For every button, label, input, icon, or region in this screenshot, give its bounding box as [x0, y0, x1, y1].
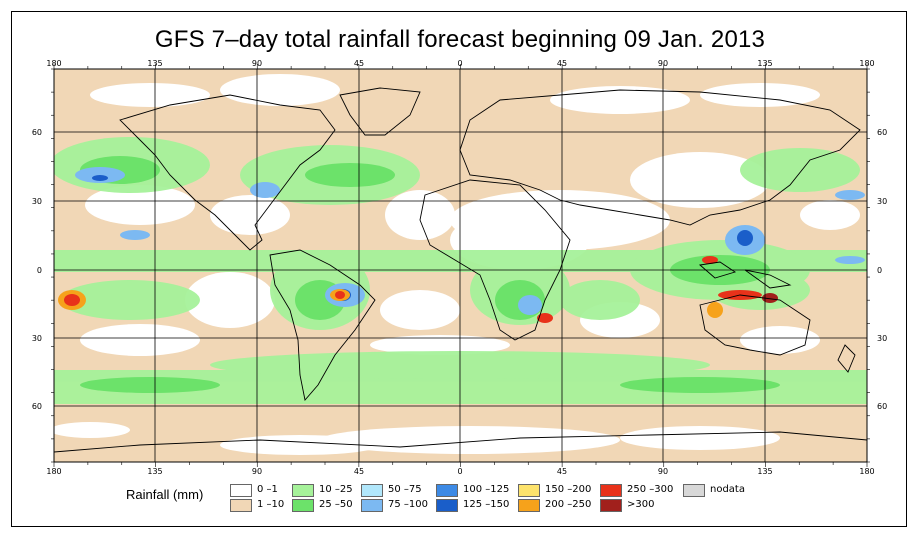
- lat-label-right: 60: [877, 402, 887, 411]
- lon-label-bottom: 180: [46, 467, 61, 476]
- lon-label-top: 90: [658, 59, 668, 68]
- legend-label: 200 –250: [545, 499, 592, 510]
- legend-swatch: [683, 484, 705, 497]
- lat-label-right: 30: [877, 197, 887, 206]
- lon-label-top: 45: [354, 59, 364, 68]
- legend-label: 100 –125: [463, 484, 510, 495]
- legend-swatch: [230, 499, 252, 512]
- lon-label-top: 90: [252, 59, 262, 68]
- legend-swatch: [361, 484, 383, 497]
- lon-label-bottom: 90: [252, 467, 262, 476]
- minor-ticks: [51, 64, 870, 467]
- legend-label: 125 –150: [463, 499, 510, 510]
- lon-label-top: 135: [147, 59, 162, 68]
- lat-labels-left: 60 30 0 30 60: [32, 128, 42, 411]
- lon-labels-bottom: 180 135 90 45 0 45 90 135 180: [46, 467, 874, 476]
- figure-frame: [11, 11, 907, 527]
- legend-swatch: [292, 484, 314, 497]
- graticule: [54, 69, 867, 462]
- lon-label-top: 180: [859, 59, 874, 68]
- legend-label: 10 –25: [319, 484, 353, 495]
- lat-label-left: 30: [32, 334, 42, 343]
- lat-label-right: 0: [877, 266, 882, 275]
- lat-label-left: 60: [32, 128, 42, 137]
- lon-label-bottom: 90: [658, 467, 668, 476]
- legend-label: 150 –200: [545, 484, 592, 495]
- lon-label-bottom: 45: [557, 467, 567, 476]
- lon-labels-top: 180 135 90 45 0 45 90 135 180: [46, 59, 874, 68]
- legend-swatch: [436, 484, 458, 497]
- legend-label: 250 –300: [627, 484, 674, 495]
- legend-swatch: [292, 499, 314, 512]
- lon-label-top: 0: [457, 59, 462, 68]
- legend-label: 0 –1: [257, 484, 278, 495]
- lon-label-bottom: 135: [147, 467, 162, 476]
- legend-label: nodata: [710, 484, 745, 495]
- legend-label: 50 –75: [388, 484, 422, 495]
- legend-swatch: [518, 499, 540, 512]
- lon-label-bottom: 135: [757, 467, 772, 476]
- legend-label: 1 –10: [257, 499, 285, 510]
- legend-swatch: [361, 499, 383, 512]
- rainfall-field: [54, 69, 867, 462]
- legend-swatch: [518, 484, 540, 497]
- legend-swatch: [600, 484, 622, 497]
- map-title: GFS 7–day total rainfall forecast beginn…: [154, 26, 766, 53]
- legend-swatch: [230, 484, 252, 497]
- legend-title: Rainfall (mm): [126, 487, 204, 502]
- legend-label: 25 –50: [319, 499, 353, 510]
- lon-label-top: 135: [757, 59, 772, 68]
- legend-swatch: [436, 499, 458, 512]
- heavy-rain-areas: [75, 167, 865, 315]
- lat-labels-right: 60 30 0 30 60: [877, 128, 887, 411]
- lon-label-bottom: 45: [354, 467, 364, 476]
- legend-swatch: [600, 499, 622, 512]
- lon-label-top: 45: [557, 59, 567, 68]
- lat-label-right: 60: [877, 128, 887, 137]
- lon-label-top: 180: [46, 59, 61, 68]
- lon-label-bottom: 180: [859, 467, 874, 476]
- lat-label-right: 30: [877, 334, 887, 343]
- lon-label-bottom: 0: [457, 467, 462, 476]
- lat-label-left: 0: [37, 266, 42, 275]
- legend-label: 75 –100: [388, 499, 428, 510]
- lat-label-left: 30: [32, 197, 42, 206]
- lat-label-left: 60: [32, 402, 42, 411]
- legend-label: >300: [627, 499, 655, 510]
